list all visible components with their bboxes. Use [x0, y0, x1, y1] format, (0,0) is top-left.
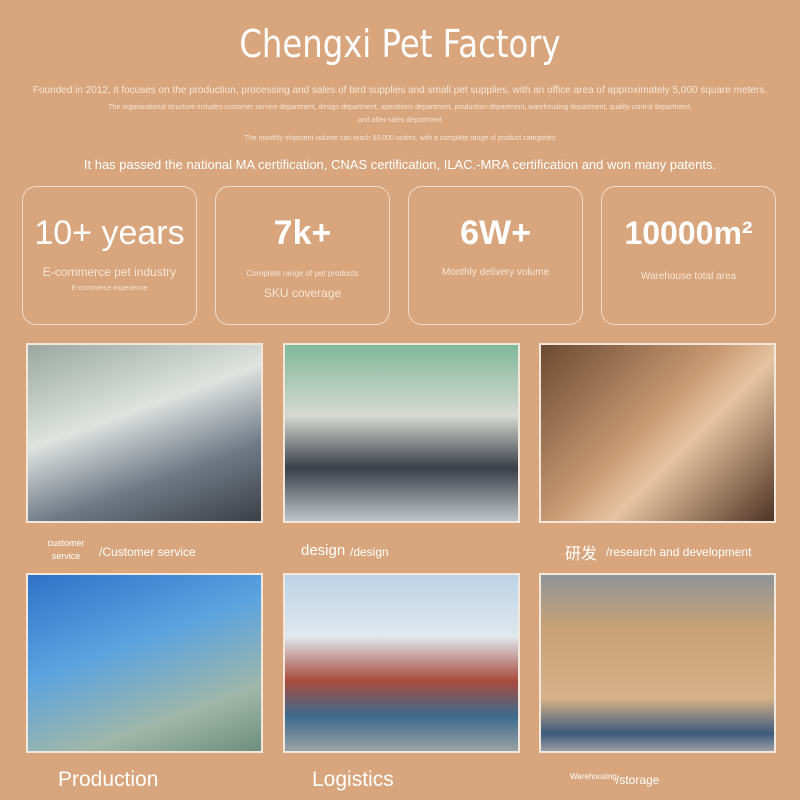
intro-line: The monthly shipment volume can reach 60…: [244, 135, 556, 142]
stat-card-experience: 10+ years E-commerce pet industry E-comm…: [22, 186, 197, 325]
caption-cn: 研发: [565, 546, 598, 563]
customer-service-photo: [26, 343, 263, 523]
caption-cn: customer service: [47, 538, 85, 561]
stat-card-sku: 7k+ Complete range of pet products SKU c…: [215, 186, 390, 325]
caption-cn: Warehousing: [570, 772, 617, 781]
warehouse-photo: [539, 573, 776, 753]
intro-line: The organizational structure includes cu…: [108, 104, 692, 111]
stat-label: Complete range of pet products: [246, 269, 359, 278]
stat-value: 7k+: [273, 214, 332, 252]
stat-sublabel: SKU coverage: [263, 286, 342, 300]
research-photo: [539, 343, 776, 523]
stat-card-area: 10000m² Warehouse total area: [601, 186, 776, 325]
stat-value: 10000m²: [624, 215, 753, 251]
caption: /design: [350, 545, 389, 559]
stat-label: Monthly delivery volume: [441, 267, 550, 278]
caption-cn: design: [301, 542, 346, 559]
intro-line: and after-sales department: [358, 117, 442, 124]
caption: /storage: [616, 773, 660, 787]
stat-sublabel: E-commerce experience: [71, 285, 148, 292]
stat-value: 10+ years: [34, 214, 185, 252]
stat-value: 6W+: [460, 214, 531, 252]
caption: Logistics: [312, 768, 394, 791]
caption: /research and development: [606, 545, 752, 559]
production-photo: [26, 573, 263, 753]
intro-line: Founded in 2012, it focuses on the produ…: [32, 85, 768, 96]
stat-label: E-commerce pet industry: [42, 265, 177, 279]
caption: /Customer service: [99, 545, 196, 559]
stat-card-delivery: 6W+ Monthly delivery volume: [408, 186, 583, 325]
logistics-photo: [283, 573, 520, 753]
certification-line: It has passed the national MA certificat…: [83, 157, 717, 172]
design-photo: [283, 343, 520, 523]
caption: Production: [58, 768, 159, 791]
stat-label: Warehouse total area: [640, 271, 737, 282]
page-title: Chengxi Pet Factory: [239, 22, 561, 66]
